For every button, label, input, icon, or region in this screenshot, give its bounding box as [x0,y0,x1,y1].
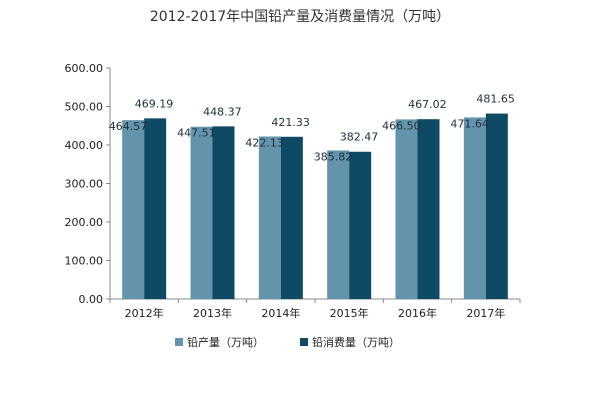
chart-title: 2012-2017年中国铅产量及消费量情况（万吨） [150,9,450,25]
data-label-series-1: 471.64 [450,117,489,130]
bar-series-1 [463,117,486,299]
data-label-series-1: 385.82 [314,150,353,163]
legend-swatch-series-2 [300,338,308,346]
y-tick-label: 0.00 [79,293,104,306]
bar-series-2 [144,118,167,299]
x-axis: 2012年 2013年 2014年 2015年 2016年 2017年 [109,298,521,320]
bar-series-1 [258,136,281,299]
bar-series-1 [190,126,213,299]
y-tick-label: 500.00 [65,101,104,114]
data-label-series-1: 422.13 [245,136,284,149]
x-tick-label: 2015年 [330,306,369,320]
y-axis: 0.00 100.00 200.00 300.00 400.00 500.00 600.00 [65,62,111,306]
y-tick-label: 200.00 [65,216,104,229]
data-labels-group: 464.57 469.19 447.51 448.37 422.13 421.33 385.… [109,93,515,164]
legend: 铅产量（万吨） 铅消费量（万吨） [175,335,400,349]
bars-group [122,113,508,300]
data-label-series-2: 448.37 [203,105,242,118]
y-tick-label: 600.00 [65,62,104,75]
bar-series-2 [417,119,440,300]
data-label-series-2: 382.47 [340,131,379,144]
y-tick-label: 400.00 [65,139,104,152]
bar-series-1 [327,150,350,299]
legend-swatch-series-1 [175,338,183,346]
x-tick-label: 2017年 [466,306,505,320]
x-tick-label: 2012年 [125,306,164,320]
bar-series-2 [212,126,235,299]
bar-series-2 [485,113,508,299]
data-label-series-2: 481.65 [476,93,515,106]
bar-series-2 [349,151,372,299]
bar-series-1 [395,119,418,300]
bar-series-2 [280,136,303,299]
data-label-series-2: 421.33 [271,116,310,129]
data-label-series-2: 467.02 [408,98,447,111]
data-label-series-1: 447.51 [177,127,216,140]
data-label-series-1: 464.57 [109,120,148,133]
y-tick-label: 300.00 [65,178,104,191]
bar-series-1 [122,120,145,299]
data-label-series-2: 469.19 [135,97,174,110]
x-tick-label: 2014年 [261,306,300,320]
x-tick-label: 2013年 [193,306,232,320]
legend-label-series-1: 铅产量（万吨） [187,335,264,349]
x-tick-label: 2016年 [398,306,437,320]
legend-label-series-2: 铅消费量（万吨） [312,335,400,349]
y-tick-label: 100.00 [65,255,104,268]
data-label-series-1: 466.50 [382,119,421,132]
